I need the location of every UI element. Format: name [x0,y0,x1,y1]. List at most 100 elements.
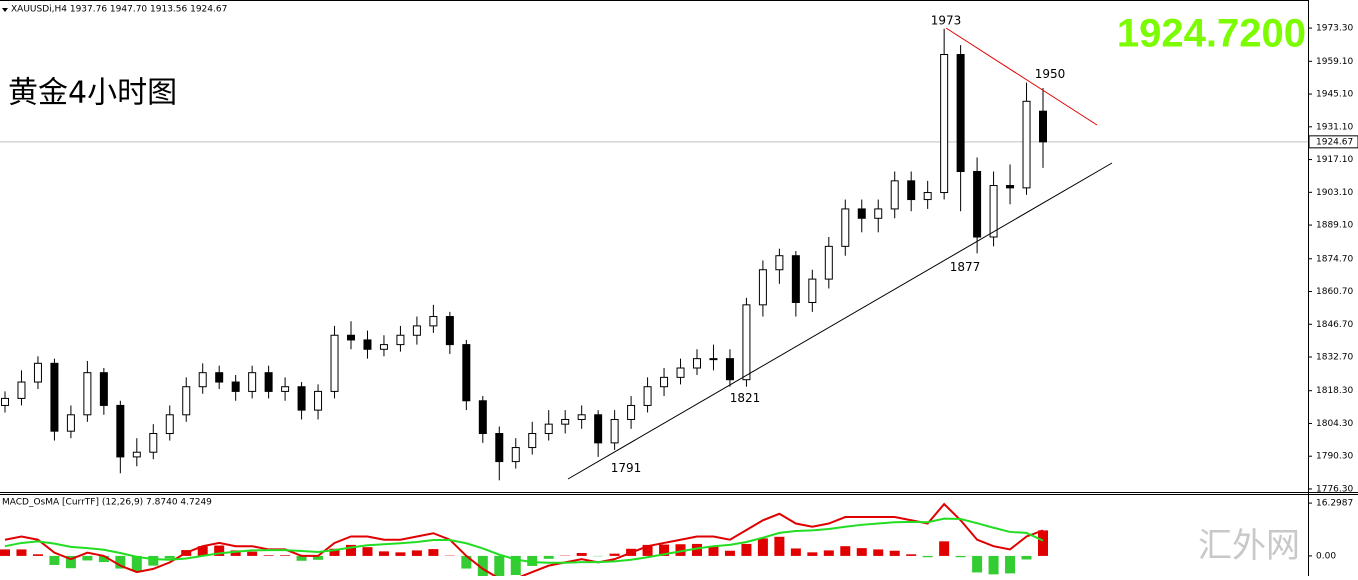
candle-body [133,452,140,457]
y-tick-label: 1790.30 [1316,452,1353,462]
candle-body [858,209,865,218]
candle-body [792,256,799,303]
histogram-bar [774,537,784,556]
candle-body [990,186,997,237]
candle-body [694,359,701,368]
histogram-bar [610,554,620,556]
candle-body [380,345,387,350]
candle-body [282,387,289,392]
histogram-bar [824,550,834,556]
candle-body [298,387,305,410]
annotation: 1973 [931,13,962,27]
candle-body [512,448,519,462]
candle-body [232,382,239,391]
histogram-bar [758,538,768,555]
histogram-bar [494,556,504,576]
annotation: 1791 [611,461,642,475]
candle-body [51,363,58,431]
histogram-bar [840,546,850,556]
candle-body [974,171,981,237]
y-tick-label: 0.00 [1316,551,1336,561]
y-tick-label: 1931.10 [1316,122,1353,132]
candle-body [578,415,585,420]
candle-body [595,415,602,443]
y-tick-label: 1973.30 [1316,24,1353,34]
candle-body [842,209,849,246]
chart-header: XAUUSDi,H4 1937.76 1947.70 1913.56 1924.… [11,5,227,15]
candle-body [1040,111,1047,142]
candle-body [677,368,684,377]
candle-body [84,373,91,415]
histogram-bar [906,554,916,556]
candle-body [529,434,536,448]
histogram-bar [890,551,900,556]
candle-body [726,359,733,380]
candle-body [628,405,635,419]
price-display: 1924.7200 [1117,12,1306,56]
histogram-bar [791,548,801,555]
candle-body [611,419,618,442]
candle-body [315,391,322,410]
y-tick-label: 1959.10 [1316,57,1353,67]
candle-body [776,256,783,270]
histogram-bar [49,556,59,565]
candle-body [249,373,256,392]
candle-body [413,326,420,335]
annotation: 1877 [950,260,981,274]
histogram-bar [264,555,274,556]
price-panel [0,29,1308,481]
y-tick-label: 1832.70 [1316,353,1353,363]
histogram-bar [165,556,175,559]
candle-body [479,401,486,434]
indicator-line [5,519,1043,563]
candle-body [710,359,717,360]
histogram-bar [1022,556,1032,560]
histogram-bar [148,556,158,566]
y-tick-label: 1804.30 [1316,419,1353,429]
candle-body [2,398,9,405]
histogram-bar [923,556,933,557]
candle-body [216,373,223,382]
y-tick-label: 1860.70 [1316,287,1353,297]
candle-body [941,55,948,193]
histogram-bar [873,549,883,555]
histogram-bar [972,556,982,573]
annotation: 1950 [1035,67,1066,81]
candle-body [397,335,404,344]
candle-body [18,382,25,398]
histogram-bar [857,548,867,556]
resistance-trendline [946,28,1097,125]
histogram-bar [247,552,257,556]
candle-body [759,270,766,305]
candle-body [364,340,371,349]
candle-body [331,335,338,391]
candle-body [1007,186,1014,188]
candle-body [809,279,816,302]
candle-body [348,335,355,340]
y-tick-label: 1776.30 [1316,484,1353,494]
histogram-bar [741,544,751,556]
candle-body [1023,101,1030,188]
candle-body [891,181,898,209]
candle-body [265,373,272,392]
histogram-bar [0,549,10,555]
candle-body [644,387,651,406]
y-tick-label: 1889.10 [1316,221,1353,231]
histogram-bar [395,552,405,556]
histogram-bar [956,556,966,557]
watermark: 汇外网 [1198,526,1300,566]
candle-body [166,415,173,434]
candle-body [34,363,41,382]
histogram-bar [82,556,92,561]
candle-body [661,377,668,386]
candle-body [67,415,74,431]
candle-body [496,434,503,462]
candle-body [100,373,107,406]
histogram-bar [939,541,949,556]
indicator-title: MACD_OsMA [CurrTF] (12,26,9) 7.8740 4.72… [2,498,212,508]
candle-body [150,434,157,453]
histogram-bar [989,556,999,574]
candle-body [446,317,453,345]
y-tick-label: 1846.70 [1316,320,1353,330]
